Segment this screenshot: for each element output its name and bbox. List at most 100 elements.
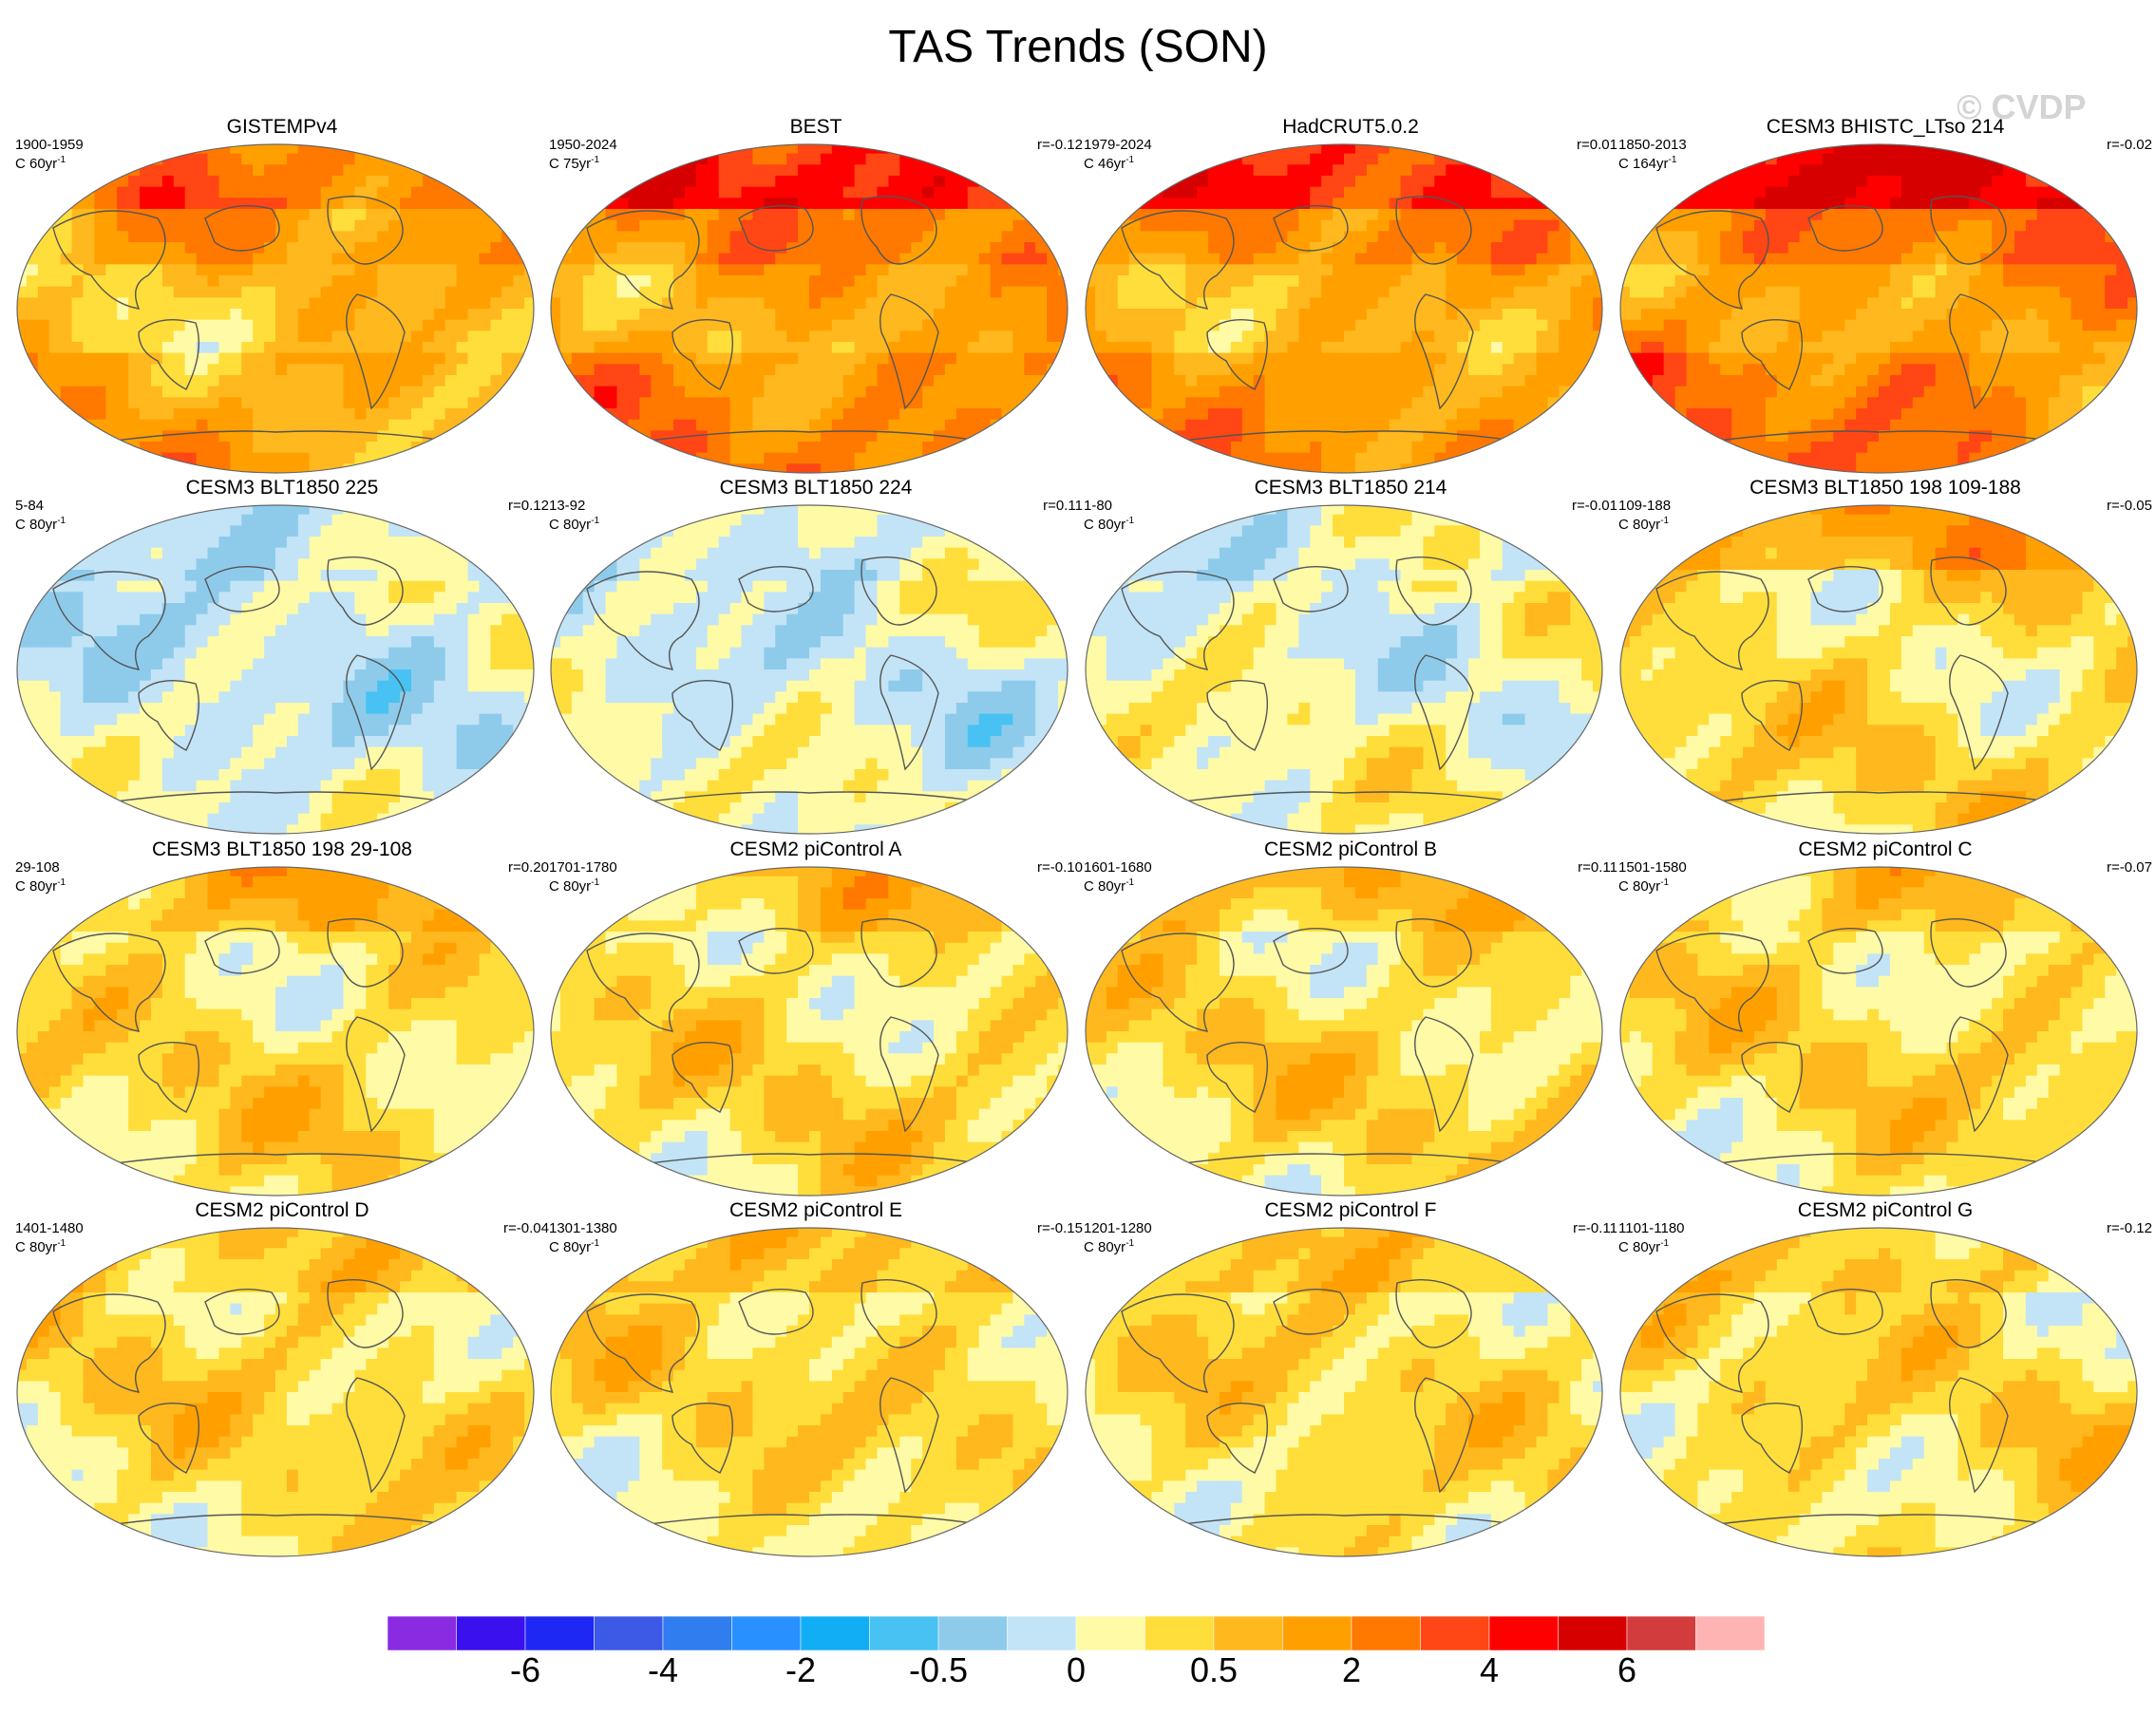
grid-cell [161,286,175,298]
grid-cell [605,386,618,398]
grid-cell [1923,319,1937,331]
grid-cell [911,364,923,376]
grid-cell [1547,186,1560,198]
grid-cell [718,253,731,265]
grid-cell [764,153,776,165]
grid-cell [524,309,534,321]
grid-cell [1151,253,1163,265]
grid-cell [616,364,629,376]
grid-cell [309,408,322,421]
grid-cell [2059,198,2072,210]
grid-cell [888,198,900,210]
grid-cell [684,186,697,198]
grid-cell [422,319,435,331]
grid-cell [1128,342,1142,354]
grid-cell [1524,319,1538,331]
grid-cell [662,386,674,398]
grid-cell [467,275,481,288]
grid-cell [433,375,446,387]
grid-cell [899,330,912,343]
grid-cell [684,309,697,321]
grid-cell [673,242,686,254]
grid-cell [571,144,584,155]
grid-cell [582,319,596,331]
grid-cell [2116,264,2128,276]
grid-cell [48,375,62,387]
grid-cell [400,452,412,464]
grid-cell [1321,342,1333,354]
grid-cell [467,297,481,310]
grid-cell [161,209,175,221]
grid-cell [1086,309,1096,321]
grid-cell [1058,319,1068,331]
grid-cell [354,375,367,387]
grid-cell [128,330,141,343]
grid-cell [1276,352,1289,365]
grid-cell [990,231,1003,243]
grid-cell [253,264,265,276]
grid-cell [2025,231,2038,243]
grid-cell [594,176,607,188]
grid-cell [1241,408,1255,421]
grid-cell [60,231,73,243]
grid-cell [320,375,333,387]
grid-cell [1524,209,1538,221]
grid-cell [741,198,754,210]
grid-cell [366,198,378,210]
grid-cell [1163,186,1175,198]
grid-cell [17,242,28,254]
grid-cell [1652,186,1665,198]
grid-cell [1513,375,1526,387]
grid-cell [1686,297,1698,310]
grid-cell [320,198,333,210]
grid-cell [26,319,39,331]
grid-cell [309,452,322,464]
grid-cell [1094,375,1107,387]
grid-cell [26,209,39,221]
grid-cell [865,364,879,376]
grid-cell [1570,176,1582,188]
grid-cell [17,309,28,321]
grid-cell [2116,198,2128,210]
grid-cell [331,153,345,165]
grid-cell [1264,452,1277,464]
grid-cell [775,286,787,298]
grid-cell [1035,364,1048,376]
grid-cell [2014,186,2027,198]
grid-cell [1354,275,1368,288]
grid-cell [1490,198,1504,210]
grid-cell [662,186,674,198]
grid-cell [524,408,534,421]
grid-cell [1559,309,1571,321]
grid-cell [513,319,525,331]
grid-cell [944,253,957,265]
grid-cell [2014,209,2027,221]
grid-cell [1686,253,1698,265]
grid-cell [695,408,709,421]
grid-cell [1117,275,1130,288]
grid-cell [1536,253,1549,265]
grid-cell [1276,242,1289,254]
pattern-correlation: r=0.01 [1577,137,1617,153]
grid-cell [1354,286,1368,298]
coastline [861,195,937,265]
grid-cell [1264,209,1277,221]
grid-cell [2036,164,2050,177]
grid-cell [786,309,799,321]
grid-cell [1620,286,1631,298]
grid-cell [1844,242,1857,254]
grid-cell [1946,209,1958,221]
grid-cell [1310,419,1322,431]
grid-cell [94,219,106,232]
grid-cell [71,386,85,398]
grid-cell [1219,144,1232,155]
grid-cell [1208,375,1220,387]
grid-cell [1663,297,1676,310]
grid-cell [207,430,220,443]
grid-cell [275,342,288,354]
grid-cell [275,408,288,421]
grid-cell [911,297,923,310]
grid-cell [1502,253,1515,265]
grid-cell [37,164,50,177]
grid-cell [877,386,889,398]
